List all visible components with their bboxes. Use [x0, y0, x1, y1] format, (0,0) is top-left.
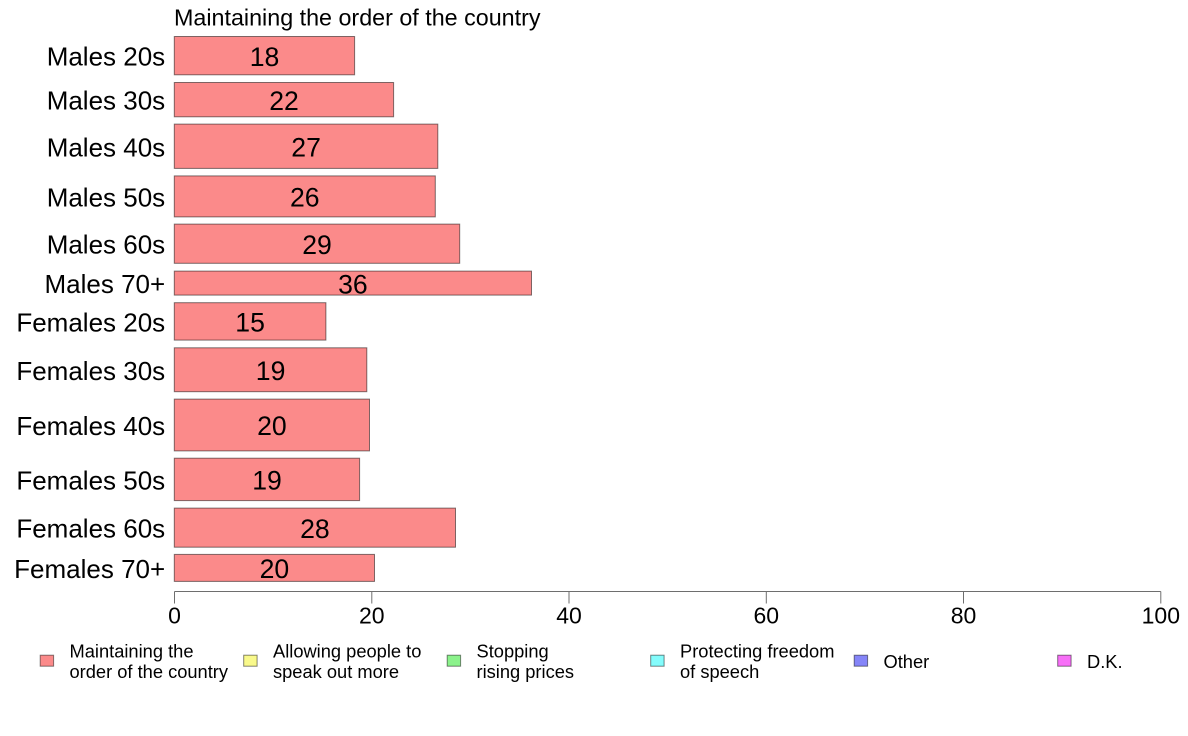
- svg-text:Males 30s: Males 30s: [47, 86, 166, 116]
- svg-text:Females 40s: Females 40s: [16, 411, 165, 441]
- svg-text:Males 40s: Males 40s: [47, 132, 166, 162]
- svg-text:Females 50s: Females 50s: [16, 465, 165, 495]
- svg-text:20: 20: [359, 603, 385, 629]
- svg-text:Males 60s: Males 60s: [47, 230, 166, 260]
- svg-text:speak out more: speak out more: [273, 661, 399, 682]
- svg-text:0: 0: [168, 603, 181, 629]
- svg-text:Maintaining the: Maintaining the: [70, 641, 194, 662]
- svg-text:rising prices: rising prices: [477, 661, 575, 682]
- svg-text:36: 36: [338, 269, 368, 299]
- svg-text:D.K.: D.K.: [1087, 651, 1123, 672]
- svg-text:26: 26: [290, 183, 320, 213]
- svg-text:80: 80: [951, 603, 977, 629]
- svg-text:100: 100: [1142, 603, 1180, 629]
- svg-text:20: 20: [260, 554, 290, 584]
- svg-text:20: 20: [257, 411, 287, 441]
- svg-text:Females 30s: Females 30s: [16, 356, 165, 386]
- svg-text:19: 19: [252, 466, 282, 496]
- svg-text:Stopping: Stopping: [477, 641, 549, 662]
- svg-text:Females 20s: Females 20s: [16, 307, 165, 337]
- svg-text:order of the country: order of the country: [70, 661, 229, 682]
- svg-text:22: 22: [269, 86, 299, 116]
- svg-text:27: 27: [291, 132, 321, 162]
- svg-text:Allowing people to: Allowing people to: [273, 641, 421, 662]
- svg-text:Females 70+: Females 70+: [14, 554, 165, 584]
- svg-text:Other: Other: [884, 651, 930, 672]
- svg-text:Males 70+: Males 70+: [45, 269, 166, 299]
- svg-text:Females 60s: Females 60s: [16, 514, 165, 544]
- svg-text:Males 50s: Males 50s: [47, 182, 166, 212]
- svg-text:60: 60: [754, 603, 780, 629]
- svg-text:18: 18: [250, 42, 280, 72]
- svg-text:Protecting freedom: Protecting freedom: [680, 641, 834, 662]
- svg-text:15: 15: [235, 308, 265, 338]
- svg-text:29: 29: [302, 230, 332, 260]
- svg-text:Males 20s: Males 20s: [47, 42, 166, 72]
- svg-text:Maintaining the order of the c: Maintaining the order of the country: [174, 4, 541, 30]
- svg-text:of speech: of speech: [680, 661, 759, 682]
- svg-text:40: 40: [556, 603, 582, 629]
- svg-text:28: 28: [300, 514, 330, 544]
- svg-text:19: 19: [256, 356, 286, 386]
